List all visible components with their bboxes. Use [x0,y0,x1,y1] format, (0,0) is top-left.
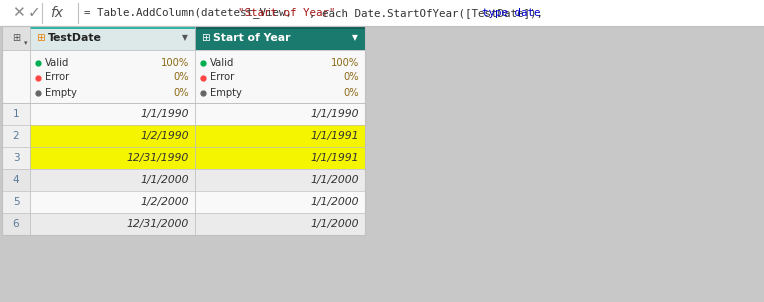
Text: 12/31/2000: 12/31/2000 [127,219,189,229]
Bar [30,147,195,169]
Bar [30,169,195,191]
Text: TestDate: TestDate [48,33,102,43]
Bar [30,191,195,213]
Text: 0%: 0% [343,72,359,82]
Text: Start of Year: Start of Year [213,33,290,43]
Text: 3: 3 [13,153,19,163]
Bar [2,26,365,235]
Text: 1/2/1990: 1/2/1990 [141,131,189,141]
Text: 1/1/2000: 1/1/2000 [310,175,359,185]
Bar [2,26,30,50]
Text: 5: 5 [13,197,19,207]
Text: ✓: ✓ [28,5,40,21]
Text: fx: fx [50,6,63,20]
Text: Empty: Empty [45,88,77,98]
Bar [0,0,764,26]
Bar [195,26,365,29]
Text: 1/1/2000: 1/1/2000 [310,197,359,207]
Bar [195,103,365,125]
Text: Empty: Empty [210,88,242,98]
Text: Valid: Valid [210,57,235,68]
Text: ✕: ✕ [12,5,24,21]
Text: ⊞: ⊞ [12,33,20,43]
Text: 1/1/2000: 1/1/2000 [141,175,189,185]
Text: 2: 2 [13,131,19,141]
Bar [30,26,195,50]
Bar [2,147,30,169]
Text: 0%: 0% [173,72,189,82]
Text: ▼: ▼ [182,34,188,43]
Text: "Start of Year": "Start of Year" [238,8,336,18]
Text: 1/2/2000: 1/2/2000 [141,197,189,207]
Text: 100%: 100% [331,57,359,68]
Text: Error: Error [45,72,70,82]
Bar [195,191,365,213]
Bar [30,213,195,235]
Text: 0%: 0% [173,88,189,98]
Text: type date: type date [482,8,540,18]
Text: 12/31/1990: 12/31/1990 [127,153,189,163]
Bar [2,103,30,125]
Text: 0%: 0% [343,88,359,98]
Bar [30,125,195,147]
Text: Error: Error [210,72,235,82]
Text: = Table.AddColumn(datetest_View,: = Table.AddColumn(datetest_View, [84,8,299,18]
Text: Valid: Valid [45,57,70,68]
Bar [30,26,195,29]
Text: 100%: 100% [160,57,189,68]
Text: 1/1/1991: 1/1/1991 [310,153,359,163]
Text: 6: 6 [13,219,19,229]
Bar [195,26,365,50]
Text: 1/1/1990: 1/1/1990 [310,109,359,119]
Bar [195,125,365,147]
Text: ▼: ▼ [352,34,358,43]
Bar [2,169,30,191]
Bar [2,213,30,235]
Text: 1/1/1991: 1/1/1991 [310,131,359,141]
Bar [195,169,365,191]
Text: , each Date.StartOfYear([TestDate]),: , each Date.StartOfYear([TestDate]), [309,8,549,18]
Text: 1: 1 [13,109,19,119]
Text: ⊞: ⊞ [36,33,44,43]
Text: ⊞: ⊞ [201,33,209,43]
Bar [30,103,195,125]
Bar [2,125,30,147]
Text: ▾: ▾ [24,40,28,46]
Text: 1/1/1990: 1/1/1990 [141,109,189,119]
Bar [2,191,30,213]
Bar [195,213,365,235]
Bar [195,147,365,169]
Bar [2,50,365,103]
Text: 1/1/2000: 1/1/2000 [310,219,359,229]
Bar [2,26,365,235]
Text: 4: 4 [13,175,19,185]
